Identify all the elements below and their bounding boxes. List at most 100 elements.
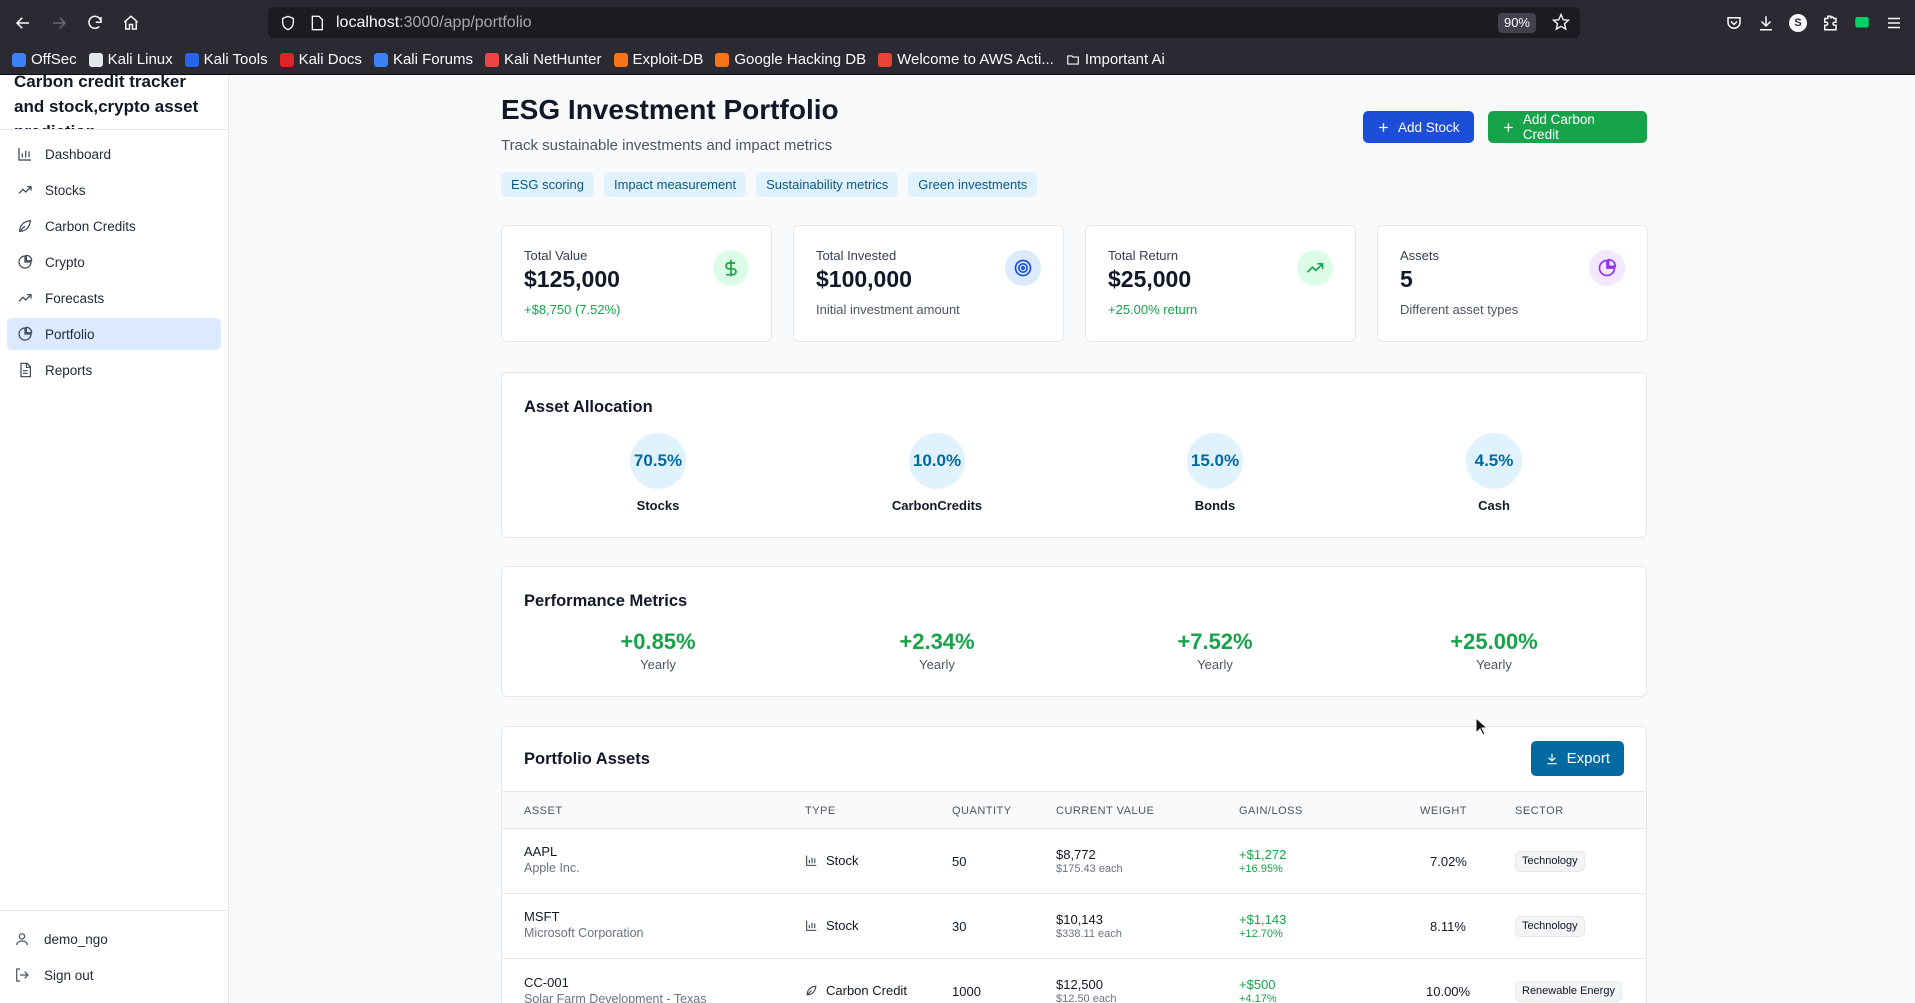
sidebar: Carbon credit tracker and stock,crypto a… bbox=[0, 72, 229, 1003]
sidebar-item-crypto[interactable]: Crypto bbox=[7, 246, 221, 278]
app-title: Carbon credit tracker and stock,crypto a… bbox=[0, 69, 228, 130]
tag: Impact measurement bbox=[603, 172, 747, 197]
bar-chart-icon bbox=[806, 855, 817, 866]
signout-button[interactable]: Sign out bbox=[14, 957, 214, 993]
offsec-icon bbox=[12, 52, 26, 67]
page-icon bbox=[311, 15, 323, 30]
bookmark-item[interactable]: OffSec bbox=[12, 51, 77, 68]
bookmark-folder[interactable]: Important Ai bbox=[1066, 51, 1165, 68]
add-carbon-credit-button[interactable]: Add Carbon Credit bbox=[1488, 111, 1647, 143]
quantity-cell: 1000 bbox=[952, 984, 981, 999]
portfolio-assets-panel: Portfolio Assets Export ASSET TYPE QUANT… bbox=[501, 726, 1647, 1003]
profile-avatar[interactable]: S bbox=[1789, 13, 1807, 32]
performance-item: +7.52% Yearly bbox=[1177, 629, 1253, 672]
sidebar-item-stocks[interactable]: Stocks bbox=[7, 174, 221, 206]
current-value-cell: $10,143 $338.11 each bbox=[1056, 912, 1122, 940]
zoom-level[interactable]: 90% bbox=[1497, 13, 1536, 33]
bookmarks-bar: OffSec Kali Linux Kali Tools Kali Docs K… bbox=[0, 45, 1915, 75]
mouse-cursor-icon bbox=[1475, 717, 1489, 736]
pie-chart-icon bbox=[1589, 250, 1625, 286]
tag: Sustainability metrics bbox=[756, 172, 899, 197]
download-icon bbox=[1546, 753, 1557, 764]
sidebar-item-forecasts[interactable]: Forecasts bbox=[7, 282, 221, 314]
asset-allocation-panel: Asset Allocation 70.5% Stocks 10.0% Carb… bbox=[501, 372, 1647, 538]
asset-cell: MSFT Microsoft Corporation bbox=[524, 909, 644, 940]
allocation-item: 10.0% CarbonCredits bbox=[847, 433, 1027, 513]
bookmark-item[interactable]: Kali Forums bbox=[373, 51, 473, 68]
table-header: ASSET TYPE QUANTITY CURRENT VALUE GAIN/L… bbox=[502, 791, 1646, 829]
allocation-item: 70.5% Stocks bbox=[568, 433, 748, 513]
sector-badge: Renewable Energy bbox=[1515, 981, 1622, 1002]
exploit-db-icon bbox=[613, 52, 628, 67]
gain-loss-cell: +$1,143 +12.70% bbox=[1239, 912, 1287, 940]
bookmark-item[interactable]: Kali Tools bbox=[184, 51, 268, 68]
url-text: localhost:3000/app/portfolio bbox=[336, 13, 532, 31]
trending-up-icon bbox=[18, 186, 32, 194]
quantity-cell: 50 bbox=[952, 854, 967, 869]
bookmark-star-icon[interactable] bbox=[1552, 13, 1570, 31]
bookmark-item[interactable]: Exploit-DB bbox=[613, 51, 703, 68]
extensions-icon[interactable] bbox=[1821, 14, 1839, 32]
logout-icon bbox=[16, 968, 29, 982]
page-subtitle: Track sustainable investments and impact… bbox=[501, 137, 833, 154]
export-button[interactable]: Export bbox=[1530, 741, 1624, 776]
table-row[interactable]: CC-001 Solar Farm Development - Texas Ca… bbox=[502, 959, 1646, 1003]
kali-forums-icon bbox=[373, 52, 388, 67]
quantity-cell: 30 bbox=[952, 919, 967, 934]
performance-item: +25.00% Yearly bbox=[1450, 629, 1538, 672]
plus-icon bbox=[1379, 122, 1388, 132]
stat-card-total-return: Total Return $25,000 +25.00% return bbox=[1085, 225, 1356, 342]
column-header: CURRENT VALUE bbox=[1056, 805, 1155, 817]
bookmark-item[interactable]: Kali Docs bbox=[279, 51, 362, 68]
home-icon[interactable] bbox=[113, 5, 149, 41]
add-stock-button[interactable]: Add Stock bbox=[1363, 111, 1474, 143]
bar-chart-icon bbox=[806, 920, 817, 931]
file-text-icon bbox=[20, 362, 31, 378]
address-bar[interactable]: localhost:3000/app/portfolio 90% bbox=[268, 7, 1580, 38]
leaf-icon bbox=[19, 219, 32, 232]
allocation-value: 10.0% bbox=[909, 433, 965, 489]
stat-card-assets: Assets 5 Different asset types bbox=[1377, 225, 1648, 342]
sidebar-item-reports[interactable]: Reports bbox=[7, 354, 221, 386]
bookmark-item[interactable]: Welcome to AWS Acti... bbox=[878, 51, 1054, 68]
bookmark-item[interactable]: Google Hacking DB bbox=[715, 51, 866, 68]
plus-icon bbox=[1504, 122, 1513, 132]
download-icon[interactable] bbox=[1757, 14, 1775, 32]
bookmark-item[interactable]: Kali NetHunter bbox=[484, 51, 602, 68]
column-header: QUANTITY bbox=[952, 805, 1012, 817]
stat-card-total-value: Total Value $125,000 +$8,750 (7.52%) bbox=[501, 225, 772, 342]
table-row[interactable]: AAPL Apple Inc. Stock 50 $8,772 $175.43 … bbox=[502, 829, 1646, 894]
allocation-label: Cash bbox=[1478, 498, 1510, 513]
leaf-icon bbox=[806, 985, 817, 996]
stat-card-total-invested: Total Invested $100,000 Initial investme… bbox=[793, 225, 1064, 342]
back-icon[interactable] bbox=[5, 5, 41, 41]
table-row[interactable]: MSFT Microsoft Corporation Stock 30 $10,… bbox=[502, 894, 1646, 959]
forward-icon[interactable] bbox=[41, 5, 77, 41]
bookmark-item[interactable]: Kali Linux bbox=[88, 51, 173, 68]
type-cell: Carbon Credit bbox=[805, 983, 907, 998]
column-header: ASSET bbox=[524, 805, 563, 817]
user-icon bbox=[16, 933, 28, 946]
reload-icon[interactable] bbox=[77, 5, 113, 41]
asset-cell: AAPL Apple Inc. bbox=[524, 844, 580, 875]
allocation-label: CarbonCredits bbox=[891, 498, 983, 513]
panel-title: Asset Allocation bbox=[524, 398, 653, 416]
allocation-label: Stocks bbox=[636, 498, 680, 513]
performance-item: +2.34% Yearly bbox=[899, 629, 975, 672]
pie-chart-icon bbox=[18, 254, 33, 269]
sector-badge: Technology bbox=[1515, 851, 1585, 872]
pocket-icon[interactable] bbox=[1725, 14, 1743, 32]
gmail-icon bbox=[878, 52, 893, 67]
target-icon bbox=[1005, 250, 1041, 286]
kali-tools-icon bbox=[184, 52, 199, 67]
sidebar-item-carbon-credits[interactable]: Carbon Credits bbox=[7, 210, 221, 242]
sidebar-item-portfolio[interactable]: Portfolio bbox=[7, 318, 221, 350]
dollar-icon bbox=[713, 250, 749, 286]
extension-green-icon[interactable] bbox=[1853, 14, 1871, 32]
pie-chart-icon bbox=[18, 326, 33, 341]
asset-cell: CC-001 Solar Farm Development - Texas bbox=[524, 975, 707, 1003]
sidebar-item-dashboard[interactable]: Dashboard bbox=[7, 138, 221, 170]
menu-icon[interactable] bbox=[1885, 14, 1903, 32]
ghdb-icon bbox=[715, 52, 730, 67]
page-title: ESG Investment Portfolio bbox=[501, 94, 839, 125]
